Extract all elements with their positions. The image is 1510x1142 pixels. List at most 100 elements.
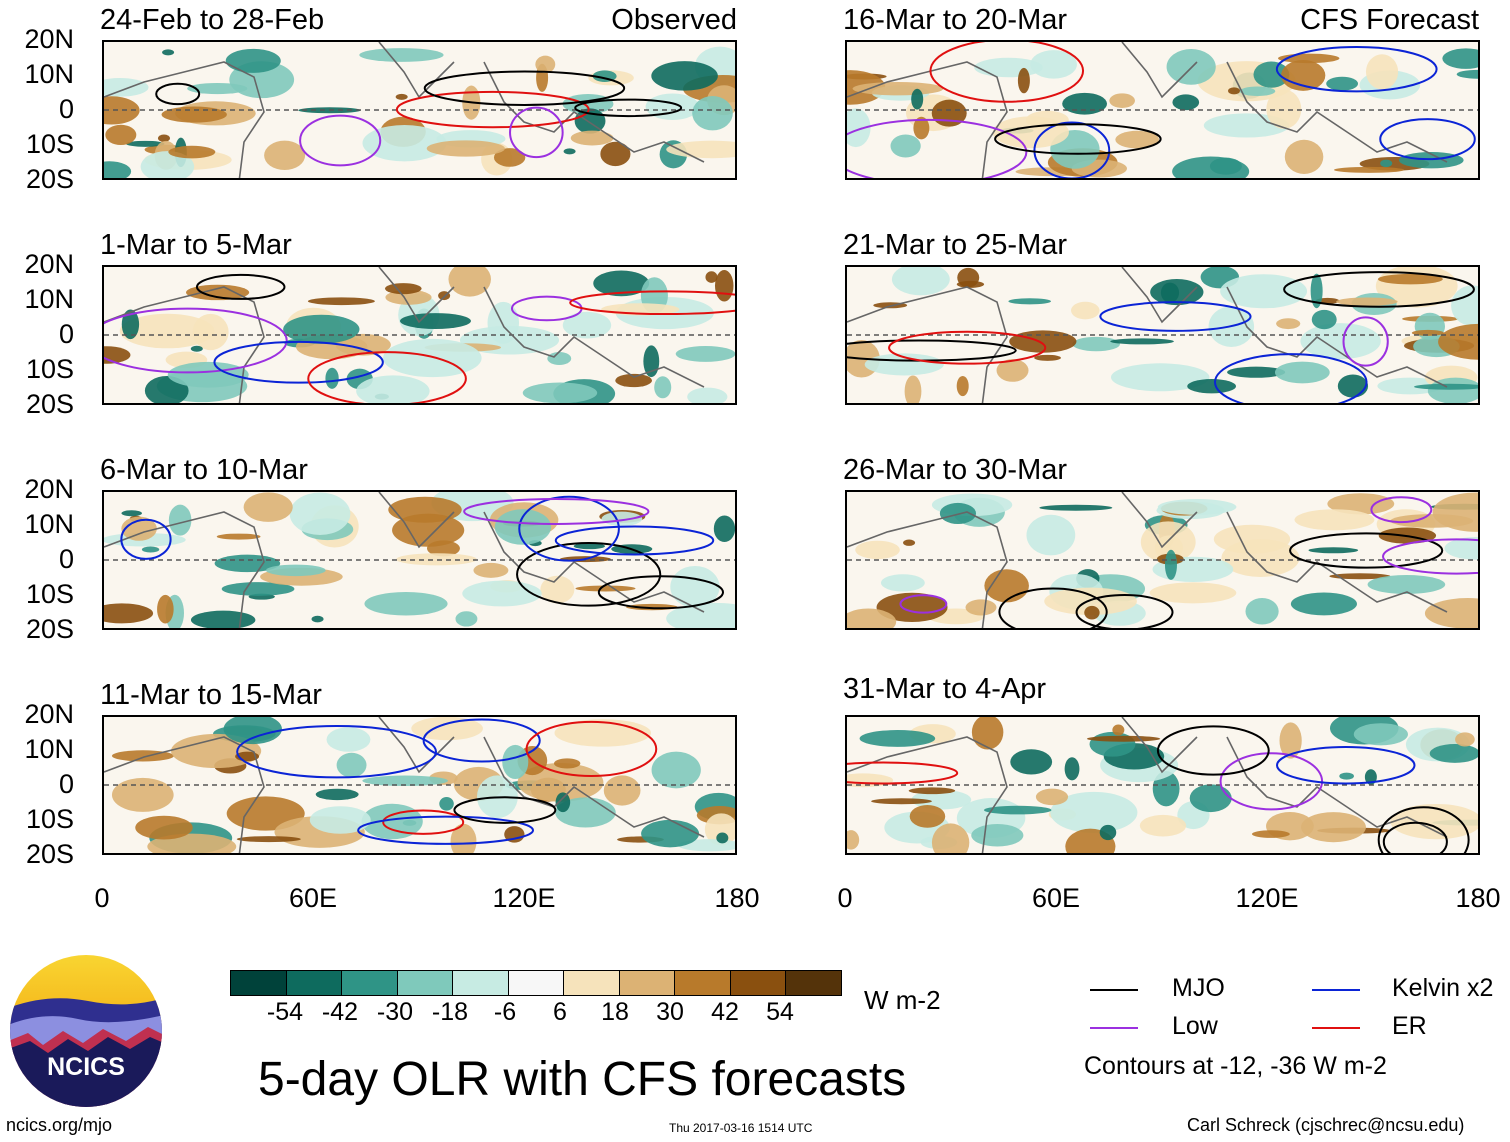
panel-title: 24-Feb to 28-Feb	[100, 4, 325, 36]
olr-anomaly-cell	[104, 346, 131, 364]
olr-anomaly-cell	[161, 106, 227, 123]
contour-line	[1275, 45, 1438, 93]
olr-anomaly-cell	[911, 789, 972, 810]
y-tick-label: 10S	[25, 129, 74, 159]
contour-line	[213, 340, 384, 384]
olr-anomaly-cell	[855, 540, 900, 560]
olr-anomaly-cell	[1274, 361, 1330, 384]
olr-anomaly-cell	[119, 313, 215, 349]
colorbar-swatch	[675, 971, 731, 995]
olr-anomaly-cell	[1377, 273, 1443, 285]
contour-line	[195, 273, 286, 300]
olr-anomaly-cell	[871, 798, 932, 805]
coastline	[483, 511, 705, 613]
olr-anomaly-cell	[852, 81, 944, 96]
olr-anomaly-cell	[1071, 301, 1100, 320]
contour-line	[1156, 725, 1270, 776]
olr-anomaly-cell	[1432, 492, 1478, 532]
olr-anomaly-cell	[1026, 514, 1076, 556]
coastline	[483, 61, 705, 163]
olr-anomaly-cell	[600, 141, 631, 167]
olr-anomaly-cell	[243, 492, 293, 522]
panel-title: 21-Mar to 25-Mar	[843, 229, 1068, 261]
olr-anomaly-cell	[1164, 549, 1177, 580]
colorbar-label: 42	[711, 998, 739, 1026]
olr-anomaly-cell	[1084, 605, 1100, 620]
contour-line	[1099, 301, 1252, 332]
contour-line	[569, 290, 735, 316]
olr-anomaly-cell	[1062, 92, 1108, 115]
olr-anomaly-cell	[1227, 366, 1286, 378]
olr-anomaly-cell	[904, 375, 922, 403]
legend-label-mjo: MJO	[1172, 974, 1225, 1002]
olr-anomaly-cell	[1149, 582, 1237, 604]
y-tick-label: 0	[58, 769, 74, 799]
olr-anomaly-cell	[1284, 139, 1324, 174]
contour-line	[1214, 353, 1368, 403]
coastline	[378, 267, 455, 324]
coastline	[378, 492, 455, 549]
contour-line	[1342, 316, 1389, 367]
map-panel-observed-1	[102, 40, 737, 180]
contour-line	[1377, 806, 1470, 853]
olr-anomaly-cell	[121, 309, 140, 340]
contour-line	[422, 718, 541, 763]
olr-anomaly-cell	[641, 819, 700, 848]
contour-line	[525, 720, 658, 778]
panel-title: 16-Mar to 20-Mar	[843, 4, 1068, 36]
olr-anomaly-cell	[931, 823, 970, 853]
olr-anomaly-cell	[996, 359, 1029, 382]
y-tick-label: 20N	[24, 699, 74, 729]
olr-anomaly-cell	[364, 591, 448, 616]
contour-line	[1370, 496, 1433, 524]
olr-anomaly-cell	[1442, 48, 1478, 69]
colorbar-label: -54	[266, 998, 304, 1026]
contour-line	[382, 809, 465, 835]
coastline	[1121, 492, 1198, 549]
olr-anomaly-cell	[311, 615, 324, 623]
contour-line	[299, 114, 382, 167]
olr-anomaly-cell	[909, 804, 946, 828]
footer-url[interactable]: ncics.org/mjo	[6, 1115, 113, 1135]
colorbar-swatch	[564, 971, 620, 995]
olr-map	[847, 267, 1478, 403]
coastline	[847, 61, 1008, 178]
olr-anomaly-cell	[971, 824, 1024, 847]
olr-anomaly-cell	[1380, 159, 1393, 168]
colorbar-swatch	[397, 971, 453, 995]
map-panel-observed-3	[102, 490, 737, 630]
olr-anomaly-cell	[1377, 377, 1443, 395]
olr-anomaly-cell	[1364, 769, 1377, 785]
y-tick-label: 20S	[25, 164, 74, 194]
olr-anomaly-cell	[325, 367, 339, 389]
olr-anomaly-cell	[1326, 76, 1359, 91]
colorbar-label: -30	[376, 998, 414, 1026]
contour-line	[998, 587, 1108, 628]
olr-anomaly-cell	[162, 49, 175, 56]
y-tick-label: 20N	[24, 249, 74, 279]
olr-anomaly-cell	[555, 792, 571, 813]
olr-anomaly-cell	[395, 93, 408, 100]
olr-anomaly-cell	[411, 717, 483, 741]
olr-anomaly-cell	[971, 717, 1004, 750]
olr-anomaly-cell	[891, 267, 950, 296]
contour-line	[888, 330, 1047, 365]
olr-anomaly-cell	[1279, 722, 1302, 759]
contour-line	[518, 495, 620, 562]
contour-line	[1382, 821, 1448, 853]
coastline	[104, 736, 265, 853]
olr-anomaly-cell	[563, 148, 576, 155]
olr-anomaly-cell	[1010, 749, 1053, 775]
x-tick-label: 0	[837, 883, 853, 913]
olr-anomaly-cell	[399, 313, 471, 329]
olr-anomaly-cell	[1245, 598, 1279, 625]
coastline	[483, 736, 705, 838]
olr-anomaly-cell	[522, 382, 598, 403]
olr-anomaly-cell	[956, 280, 985, 288]
olr-anomaly-cell	[1239, 86, 1276, 96]
coastline	[1226, 61, 1448, 163]
colorbar-label: 18	[601, 998, 629, 1026]
olr-anomaly-cell	[167, 361, 249, 388]
map-panel-observed-4	[102, 715, 737, 855]
olr-anomaly-cell	[692, 96, 733, 131]
